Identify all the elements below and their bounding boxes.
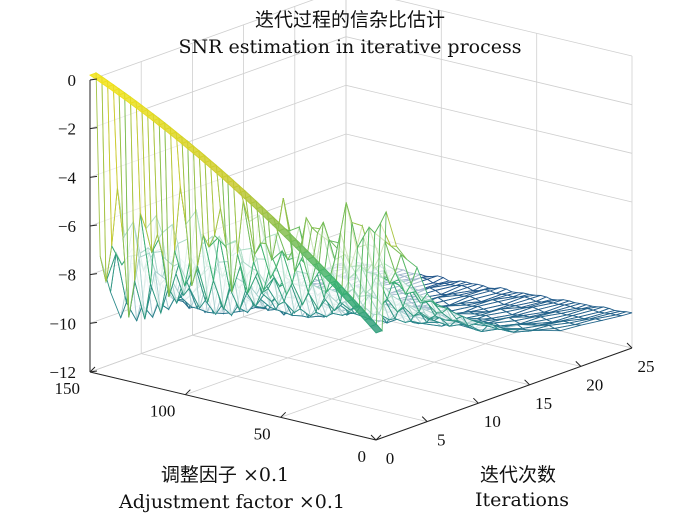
y-tick-label: 50 xyxy=(254,424,271,443)
x-tick-label: 10 xyxy=(484,412,501,431)
z-tick-label: −2 xyxy=(58,120,76,139)
x-tick-mark xyxy=(575,361,582,367)
x-tick-labels: 0 5 10 15 20 25 xyxy=(370,342,655,468)
z-tick-mark xyxy=(89,127,98,130)
x-tick-mark xyxy=(473,397,479,404)
z-tick-label: −6 xyxy=(58,217,76,236)
z-tick-label: 0 xyxy=(68,71,77,90)
y-tick-label: 100 xyxy=(150,402,176,421)
y-tick-mark xyxy=(184,389,191,396)
y-tick-mark xyxy=(280,411,287,418)
y-tick-labels: 0 50 100 150 xyxy=(55,366,382,466)
z-tick-mark xyxy=(89,224,98,227)
grid-line xyxy=(89,0,633,81)
x-axis-label-en: Iterations xyxy=(475,489,569,511)
y-axis-label-en: Adjustment factor ×0.1 xyxy=(118,491,345,513)
grid-line xyxy=(243,316,530,386)
x-axis-line xyxy=(375,347,633,441)
z-tick-labels: 0 −2 −4 −6 −8 −10 −12 xyxy=(49,71,98,382)
grid-line xyxy=(89,36,633,130)
z-tick-label: −10 xyxy=(49,314,76,333)
z-tick-label: −8 xyxy=(58,266,76,285)
x-tick-label: 5 xyxy=(437,431,446,450)
z-tick-label: −4 xyxy=(58,168,77,187)
surface-cell xyxy=(369,323,383,334)
grid-line xyxy=(280,324,537,418)
y-tick-mark xyxy=(89,366,96,373)
x-tick-mark xyxy=(421,416,428,422)
y-axis-line xyxy=(89,371,377,441)
chart-subtitle: SNR estimation in iterative process xyxy=(179,36,522,58)
chart-title: 迭代过程的信杂比估计 xyxy=(255,9,445,31)
x-axis-label: 迭代次数 xyxy=(480,464,556,486)
grid-line xyxy=(192,334,479,404)
x-tick-label: 20 xyxy=(586,375,603,394)
z-tick-mark xyxy=(89,370,98,373)
x-tick-mark xyxy=(626,342,633,349)
y-tick-label: 0 xyxy=(358,447,367,466)
y-tick-mark xyxy=(375,434,382,441)
z-tick-mark xyxy=(89,78,98,81)
x-tick-label: 0 xyxy=(386,449,395,468)
x-tick-mark xyxy=(524,379,530,386)
x-tick-label: 25 xyxy=(638,357,655,376)
z-tick-mark xyxy=(89,321,98,324)
x-tick-mark xyxy=(370,434,377,441)
x-tick-label: 15 xyxy=(535,394,552,413)
z-tick-label: −12 xyxy=(49,363,76,382)
y-axis-label: 调整因子 ×0.1 xyxy=(161,464,289,486)
z-tick-mark xyxy=(89,175,98,178)
z-tick-mark xyxy=(89,273,98,276)
y-tick-label: 150 xyxy=(55,379,81,398)
surface xyxy=(89,72,633,334)
grid-line xyxy=(141,353,428,422)
